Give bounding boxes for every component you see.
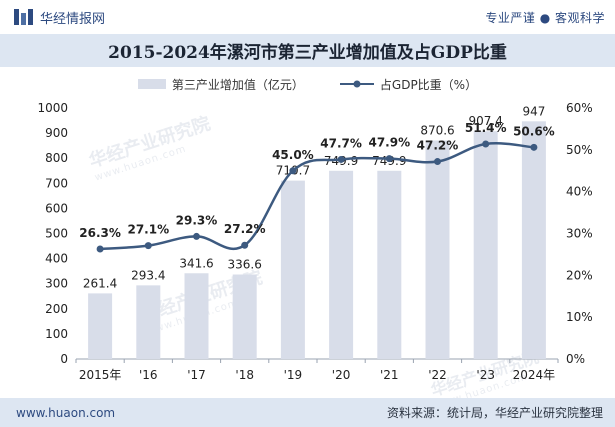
bar bbox=[232, 274, 257, 359]
y-left-tick-label: 800 bbox=[45, 151, 68, 165]
legend-bar-label: 第三产业增加值（亿元） bbox=[171, 77, 304, 92]
y-left-tick-label: 100 bbox=[45, 327, 68, 341]
line-point bbox=[289, 167, 297, 175]
y-left-tick-label: 300 bbox=[45, 277, 68, 291]
line-point bbox=[144, 242, 152, 250]
line-value-label: 47.7% bbox=[320, 136, 362, 150]
line-point bbox=[530, 143, 538, 151]
line-point bbox=[241, 241, 249, 249]
bar bbox=[521, 121, 546, 359]
x-tick-label: '16 bbox=[139, 368, 158, 382]
chart-plot: 0 100 200 300 400 500 600 700 800 900 1000 0% 10% 20%… bbox=[37, 101, 593, 382]
bar-value-label: 341.6 bbox=[179, 256, 213, 270]
legend-line-label: 占GDP比重（%） bbox=[379, 77, 478, 92]
x-tick-label: 2015年 bbox=[79, 368, 122, 382]
bar-value-label: 947 bbox=[522, 104, 545, 118]
x-tick-label: 2024年 bbox=[513, 368, 556, 382]
brand[interactable]: 华经情报网 bbox=[14, 8, 105, 27]
bar bbox=[88, 293, 113, 359]
line-value-label: 45.0% bbox=[272, 148, 314, 162]
y-left-tick-label: 400 bbox=[45, 252, 68, 266]
legend-bar-swatch bbox=[137, 79, 166, 89]
line-point bbox=[337, 155, 345, 163]
x-tick-label: '19 bbox=[284, 368, 303, 382]
line-value-label: 51.4% bbox=[465, 121, 507, 135]
chart-legend: 第三产业增加值（亿元） 占GDP比重（%） bbox=[0, 74, 615, 94]
line-point bbox=[434, 158, 441, 166]
footer: www.huaon.com 资料来源：统计局，华经产业研究院整理 bbox=[0, 398, 615, 427]
y-right-tick-label: 20% bbox=[566, 268, 593, 282]
y-left-tick-label: 200 bbox=[45, 302, 68, 316]
line-point bbox=[193, 232, 200, 240]
y-right-tick-label: 60% bbox=[566, 101, 593, 115]
y-left-tick-label: 600 bbox=[45, 201, 68, 215]
bar-value-label: 261.4 bbox=[83, 276, 117, 290]
bar bbox=[425, 140, 450, 359]
line-value-label: 27.1% bbox=[127, 223, 169, 237]
bar bbox=[329, 170, 354, 359]
line-value-label: 29.3% bbox=[176, 213, 218, 227]
y-right-tick-label: 30% bbox=[566, 227, 593, 241]
line-value-label: 50.6% bbox=[513, 124, 555, 138]
legend-item-bars: 第三产业增加值（亿元） bbox=[137, 76, 304, 93]
y-left-tick-label: 900 bbox=[45, 126, 68, 140]
brand-name: 华经情报网 bbox=[40, 11, 106, 27]
y-right-tick-label: 40% bbox=[566, 185, 593, 199]
y-left-tick-label: 500 bbox=[45, 227, 68, 241]
line-point bbox=[482, 140, 490, 148]
x-tick-label: '18 bbox=[235, 368, 254, 382]
line-value-label: 47.9% bbox=[368, 136, 410, 150]
line-value-label: 26.3% bbox=[79, 226, 121, 240]
footer-url[interactable]: www.huaon.com bbox=[16, 405, 116, 420]
title-band: 2015-2024年漯河市第三产业增加值及占GDP比重 bbox=[0, 34, 615, 67]
bar bbox=[280, 180, 305, 359]
bar-value-label: 907.4 bbox=[469, 114, 503, 128]
x-tick-label: '22 bbox=[428, 368, 447, 382]
y-left-tick-label: 700 bbox=[45, 176, 68, 190]
logo-icon bbox=[14, 9, 33, 25]
x-tick-label: '20 bbox=[332, 368, 351, 382]
y-left-tick-label: 0 bbox=[60, 352, 68, 366]
x-tick-label: '21 bbox=[380, 368, 399, 382]
line-series bbox=[100, 142, 535, 251]
y-right-tick-label: 10% bbox=[566, 310, 593, 324]
top-bar: 华经情报网 专业严谨 ● 客观科学 bbox=[0, 0, 615, 34]
line-point bbox=[385, 155, 393, 163]
x-tick-label: '23 bbox=[476, 368, 495, 382]
y-right-tick-label: 0% bbox=[566, 352, 585, 366]
line-value-label: 27.2% bbox=[224, 222, 266, 236]
bar-value-label: 293.4 bbox=[131, 268, 165, 282]
bar-value-label: 336.6 bbox=[228, 258, 262, 272]
y-left-tick-label: 1000 bbox=[37, 101, 68, 115]
bar bbox=[136, 285, 161, 359]
x-tick-label: '17 bbox=[187, 368, 206, 382]
bar bbox=[473, 131, 498, 359]
bar-value-label: 870.6 bbox=[420, 123, 454, 137]
chart-title: 2015-2024年漯河市第三产业增加值及占GDP比重 bbox=[108, 43, 507, 63]
y-right-tick-label: 50% bbox=[566, 143, 593, 157]
bar bbox=[184, 273, 209, 359]
legend-item-line: 占GDP比重（%） bbox=[339, 76, 478, 93]
footer-source: 资料来源：统计局，华经产业研究院整理 bbox=[386, 406, 603, 420]
line-point bbox=[96, 245, 104, 253]
line-value-label: 47.2% bbox=[417, 139, 459, 153]
tagline: 专业严谨 ● 客观科学 bbox=[485, 10, 605, 25]
legend-line-swatch bbox=[339, 80, 374, 88]
bar bbox=[377, 170, 402, 359]
